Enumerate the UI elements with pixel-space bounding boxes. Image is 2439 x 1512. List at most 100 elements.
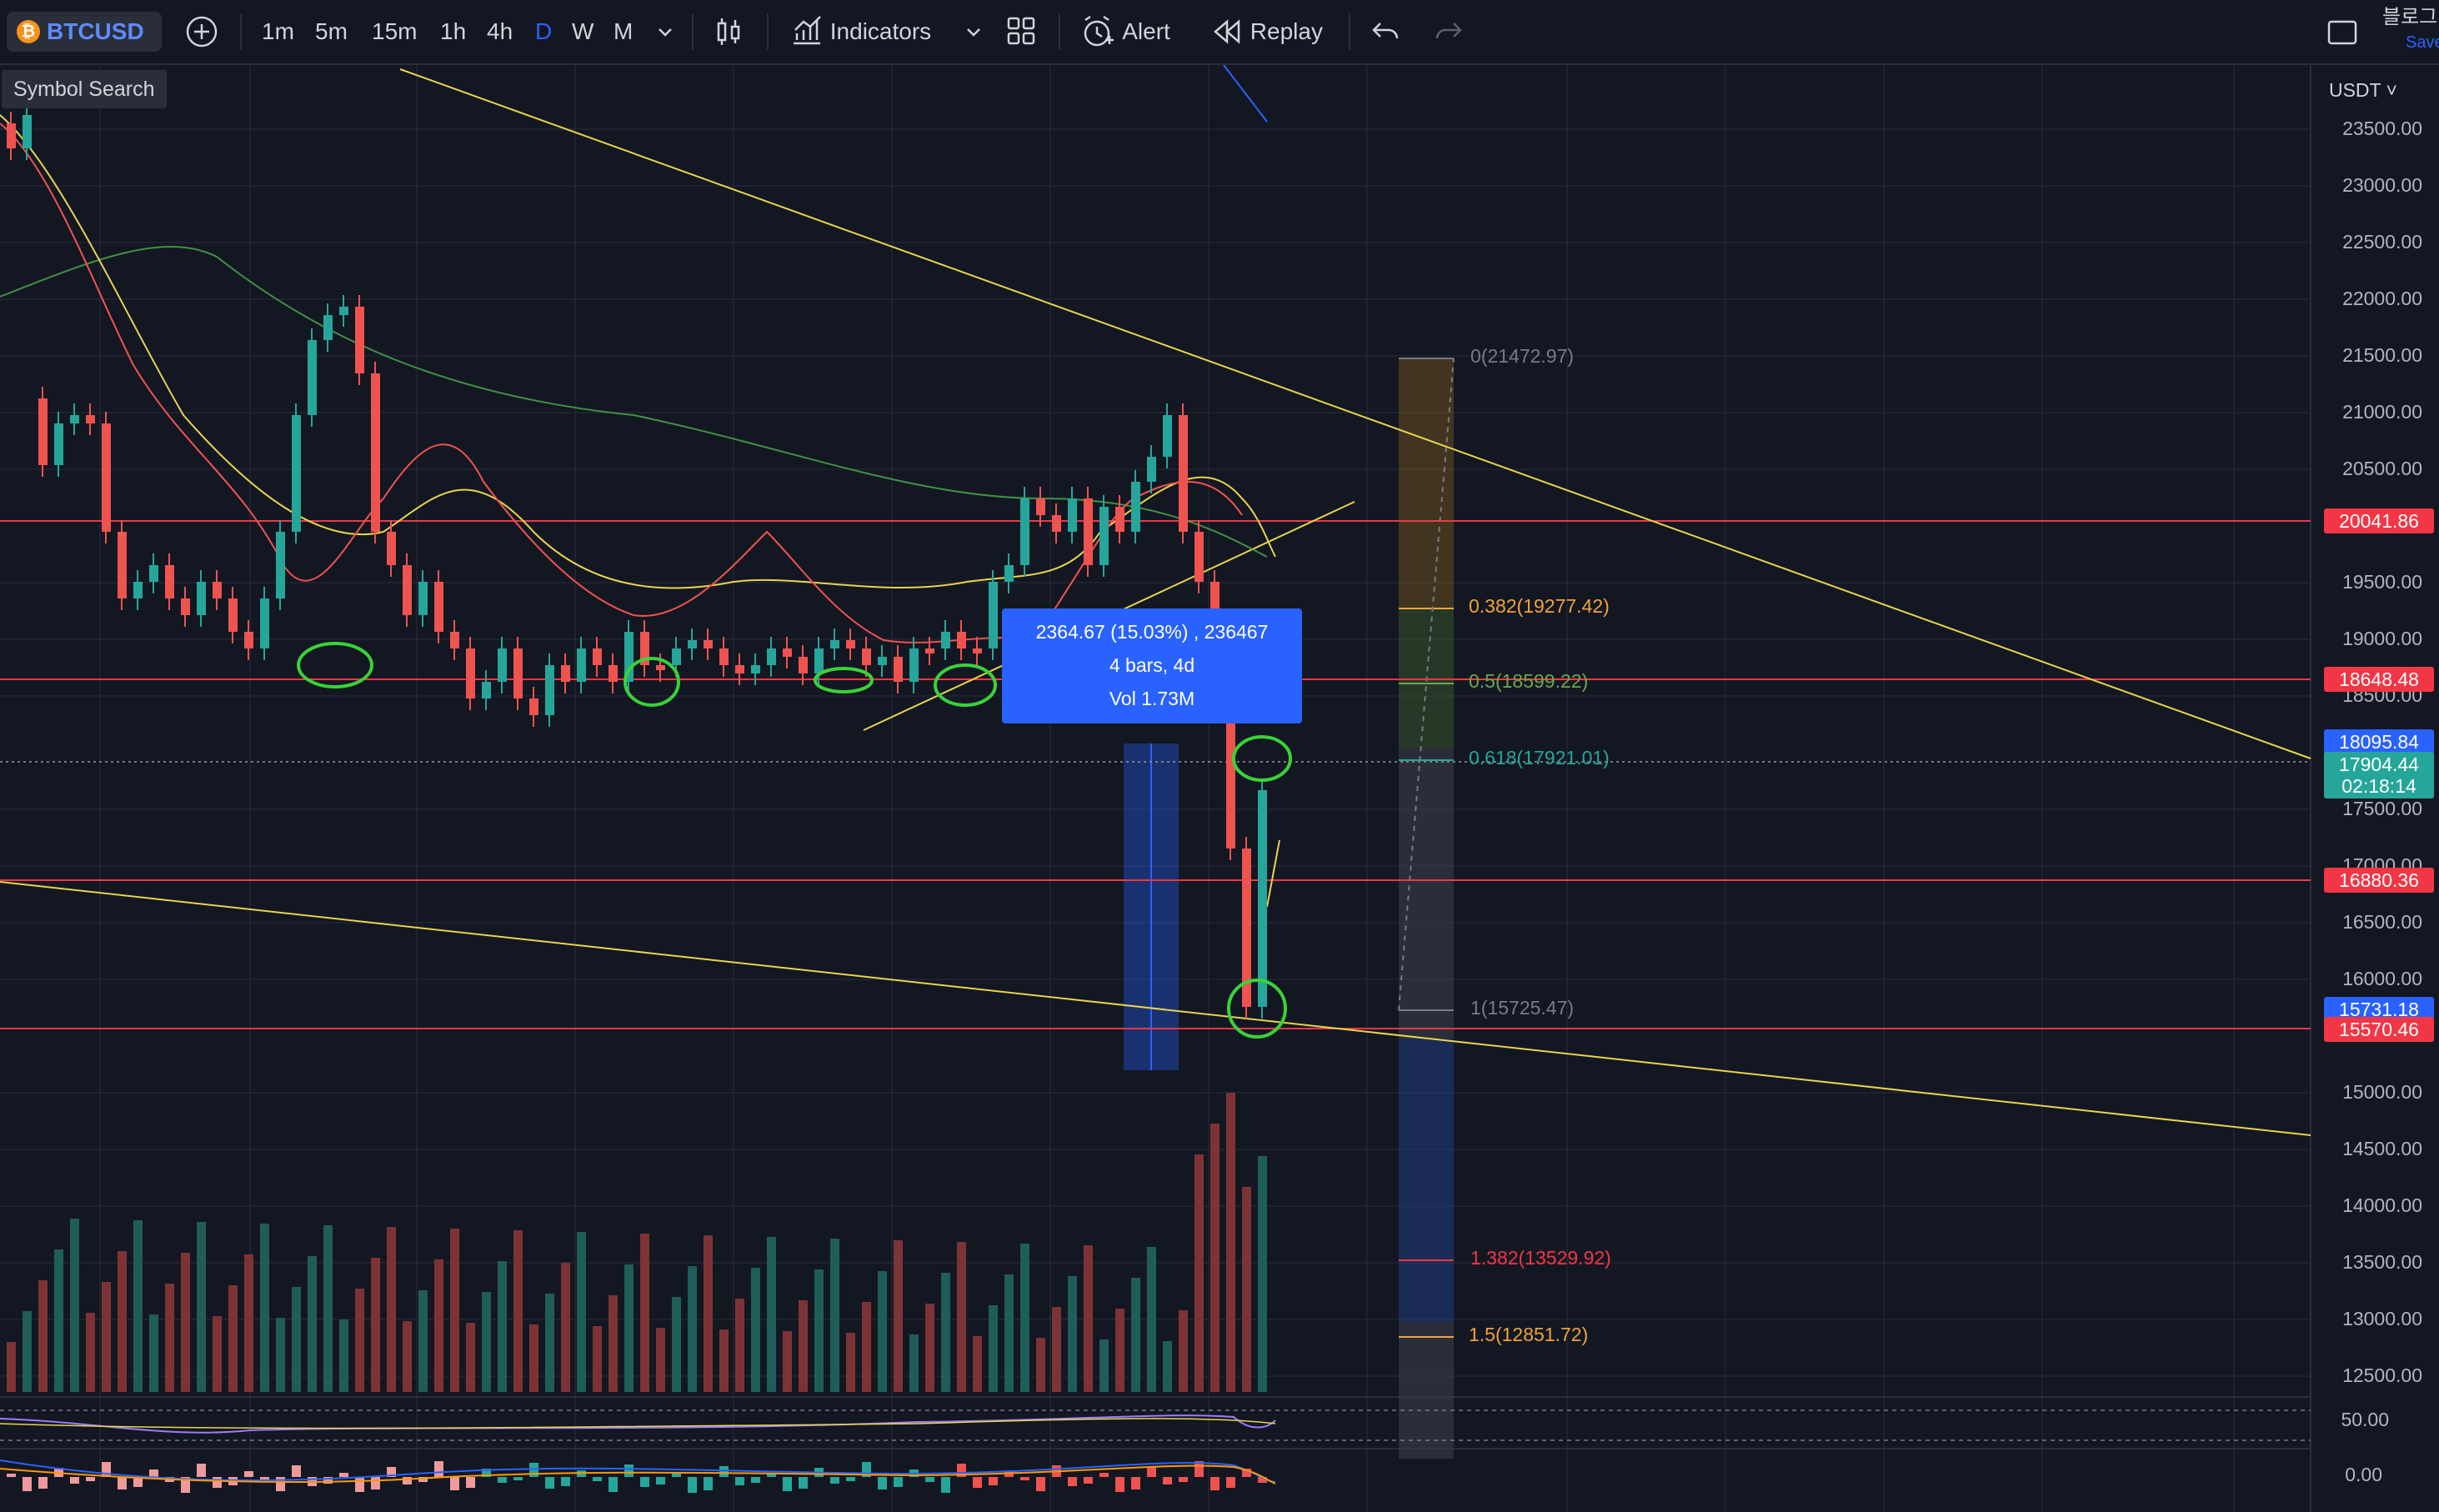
volume-bar	[70, 1219, 79, 1392]
price-chart[interactable]	[0, 65, 2439, 1512]
chart-area[interactable]: 0(21472.97) 0.382(19277.42) 0.5(18599.22…	[0, 65, 2439, 1512]
macd-histogram-bar	[640, 1477, 649, 1487]
replay-button[interactable]: Replay	[1210, 12, 1323, 52]
timeframe-m[interactable]: M	[614, 18, 634, 44]
volume-bar	[1004, 1274, 1014, 1392]
fullscreen-icon[interactable]	[2326, 12, 2359, 52]
candle	[1084, 498, 1093, 565]
timeframe-1h[interactable]: 1h	[440, 18, 467, 44]
volume-bar	[387, 1227, 396, 1392]
compare-add-icon[interactable]	[185, 12, 218, 52]
macd-histogram-bar	[1099, 1473, 1109, 1477]
chevron-down-icon[interactable]	[655, 12, 675, 52]
chevron-down-icon[interactable]	[964, 12, 984, 52]
macd-histogram-bar	[878, 1477, 887, 1489]
timeframe-15m[interactable]: 15m	[372, 18, 418, 44]
macd-histogram-bar	[482, 1469, 491, 1477]
volume-bar	[197, 1222, 206, 1392]
candle	[418, 582, 428, 615]
price-tick: 19000.00	[2342, 628, 2422, 649]
volume-bar	[1210, 1124, 1220, 1392]
blog-label[interactable]: 블로그	[2382, 6, 2438, 28]
candle	[862, 648, 871, 665]
timeframe-4h[interactable]: 4h	[487, 18, 513, 44]
candle	[830, 640, 839, 648]
volume-bar	[308, 1256, 317, 1392]
macd-histogram-bar	[688, 1477, 697, 1493]
candle	[292, 415, 301, 532]
top-toolbar: ₿ BTCUSD 1m 5m 15m 1h 4h D W M Indicator…	[0, 0, 2439, 65]
volume-bar	[86, 1313, 95, 1392]
macd-histogram-bar	[941, 1477, 950, 1493]
candle	[846, 640, 855, 648]
timeframe-w[interactable]: W	[572, 18, 594, 44]
candle	[814, 648, 824, 673]
redo-icon[interactable]	[1434, 12, 1464, 52]
macd-histogram-bar	[355, 1477, 364, 1492]
candle	[561, 665, 570, 682]
candle	[688, 640, 697, 648]
macd-histogram-bar	[149, 1469, 158, 1477]
volume-bar	[1068, 1276, 1077, 1392]
candle	[102, 423, 111, 532]
fib-retracement[interactable]	[1398, 358, 1455, 1459]
candle	[339, 307, 348, 315]
candles-icon[interactable]	[714, 12, 744, 52]
candle	[577, 648, 586, 682]
timeframe-5m[interactable]: 5m	[315, 18, 348, 44]
alert-button[interactable]: Alert	[1080, 12, 1170, 52]
volume-bar	[1099, 1339, 1109, 1392]
macd-histogram-bar	[86, 1477, 95, 1481]
candle	[672, 648, 681, 665]
measure-tooltip: 2364.67 (15.03%) , 236467 4 bars, 4d Vol…	[1002, 608, 1302, 723]
macd-histogram-bar	[102, 1462, 111, 1477]
symbol-button[interactable]: ₿ BTCUSD	[7, 12, 162, 52]
volume-bar	[38, 1280, 48, 1392]
price-tick: 23500.00	[2342, 118, 2422, 139]
save-link[interactable]: Save	[2406, 33, 2439, 52]
layout-grid-icon[interactable]	[1005, 12, 1037, 52]
macd-histogram-bar	[656, 1477, 665, 1484]
macd-histogram-bar	[973, 1477, 982, 1488]
currency-selector[interactable]: USDT ˅	[2328, 79, 2397, 101]
price-tick: 14000.00	[2342, 1194, 2422, 1216]
candle	[545, 665, 554, 715]
timeframe-1m[interactable]: 1m	[262, 18, 294, 44]
candle	[244, 632, 253, 648]
price-tick: 21500.00	[2342, 344, 2422, 366]
candle	[894, 657, 903, 682]
candle	[355, 307, 364, 373]
candle	[1020, 498, 1029, 565]
candle	[54, 423, 63, 465]
price-tick: 22000.00	[2342, 288, 2422, 309]
candle	[276, 532, 285, 598]
macd-histogram-bar	[719, 1466, 729, 1477]
volume-bar	[894, 1240, 903, 1392]
macd-histogram-bar	[7, 1474, 16, 1477]
volume-bar	[593, 1326, 602, 1392]
macd-histogram-bar	[529, 1463, 538, 1477]
undo-icon[interactable]	[1370, 12, 1400, 52]
candle	[371, 373, 380, 532]
macd-histogram-bar	[197, 1464, 206, 1477]
timeframe-d[interactable]: D	[535, 18, 553, 44]
macd-histogram-bar	[339, 1473, 348, 1477]
volume-bar	[1020, 1244, 1029, 1392]
macd-histogram-bar	[624, 1464, 634, 1477]
volume-bar	[244, 1254, 253, 1392]
volume-bar	[23, 1311, 32, 1392]
macd-histogram-bar	[403, 1477, 412, 1484]
candle	[989, 582, 998, 648]
macd-histogram-bar	[608, 1477, 618, 1492]
candle	[260, 598, 269, 648]
candle	[719, 648, 729, 665]
price-tick: 12500.00	[2342, 1364, 2422, 1386]
macd-histogram-bar	[38, 1477, 48, 1489]
volume-bar	[577, 1232, 586, 1392]
volume-bar	[165, 1284, 174, 1392]
macd-histogram-bar	[118, 1477, 127, 1489]
macd-histogram-bar	[545, 1477, 554, 1489]
macd-histogram-bar	[1068, 1477, 1077, 1486]
rsi-tick: 50.00	[2341, 1409, 2389, 1430]
indicators-button[interactable]: Indicators	[790, 12, 931, 52]
